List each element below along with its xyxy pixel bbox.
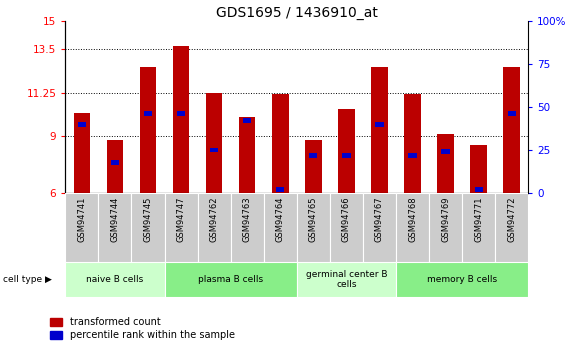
Bar [210,148,218,152]
Bar [264,193,297,262]
Text: GSM94741: GSM94741 [77,197,86,242]
Bar [231,193,264,262]
Bar [462,193,495,262]
Bar [495,193,528,262]
Bar [305,140,321,193]
Bar [296,193,330,262]
Bar [441,149,450,154]
Text: naive B cells: naive B cells [86,275,144,284]
Title: GDS1695 / 1436910_at: GDS1695 / 1436910_at [216,6,378,20]
Bar [78,122,86,127]
Bar [309,153,318,158]
Bar [198,193,231,262]
Bar [98,193,131,262]
Text: GSM94766: GSM94766 [342,197,351,242]
Bar [437,134,454,193]
Text: GSM94771: GSM94771 [474,197,483,242]
Bar [470,145,487,193]
Bar [206,92,223,193]
Bar [338,109,354,193]
Bar [65,193,98,262]
Bar [408,153,417,158]
Bar [503,67,520,193]
Bar [330,193,363,262]
Bar [107,140,123,193]
Text: plasma B cells: plasma B cells [198,275,263,284]
Bar [65,262,165,297]
Text: germinal center B
cells: germinal center B cells [306,270,387,289]
Bar [165,262,296,297]
Bar [375,122,383,127]
Bar [131,193,165,262]
Bar [140,67,156,193]
Bar [243,118,251,123]
Bar [276,187,285,192]
Text: GSM94767: GSM94767 [375,197,384,242]
Bar [343,153,350,158]
Text: GSM94744: GSM94744 [110,197,119,242]
Legend: transformed count, percentile rank within the sample: transformed count, percentile rank withi… [51,317,235,340]
Bar [173,46,189,193]
Bar [371,67,388,193]
Bar [177,111,185,116]
Bar [396,262,528,297]
Bar [239,117,256,193]
Bar [111,160,119,165]
Text: GSM94764: GSM94764 [275,197,285,242]
Bar [363,193,396,262]
Text: GSM94772: GSM94772 [507,197,516,242]
Bar [429,193,462,262]
Text: cell type ▶: cell type ▶ [3,275,52,284]
Bar [272,93,289,193]
Bar [74,113,90,193]
Text: GSM94765: GSM94765 [309,197,318,242]
Bar [144,111,152,116]
Text: GSM94745: GSM94745 [144,197,152,242]
Text: GSM94747: GSM94747 [177,197,186,242]
Bar [396,193,429,262]
Bar [165,193,198,262]
Bar [474,187,483,192]
Text: memory B cells: memory B cells [427,275,497,284]
Text: GSM94763: GSM94763 [243,197,252,242]
Text: GSM94769: GSM94769 [441,197,450,242]
Text: GSM94762: GSM94762 [210,197,219,242]
Bar [296,262,396,297]
Text: GSM94768: GSM94768 [408,197,417,242]
Bar [404,93,421,193]
Bar [508,111,516,116]
